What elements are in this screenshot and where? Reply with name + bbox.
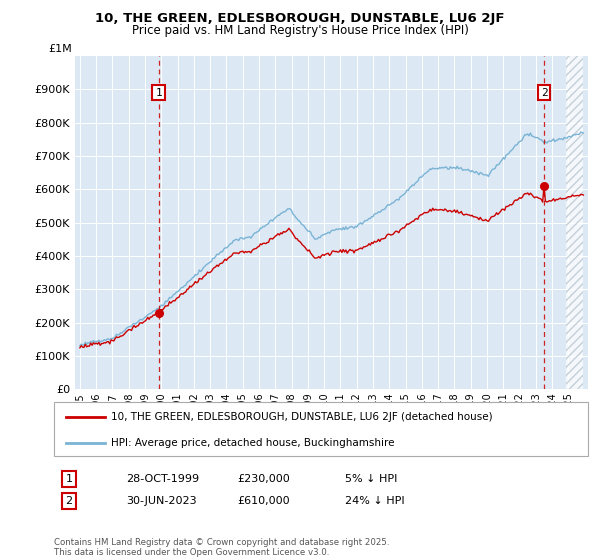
Text: HPI: Average price, detached house, Buckinghamshire: HPI: Average price, detached house, Buck…	[111, 438, 395, 447]
Text: 1: 1	[155, 88, 162, 97]
Text: 1: 1	[65, 474, 73, 484]
Text: £610,000: £610,000	[237, 496, 290, 506]
Text: 10, THE GREEN, EDLESBOROUGH, DUNSTABLE, LU6 2JF: 10, THE GREEN, EDLESBOROUGH, DUNSTABLE, …	[95, 12, 505, 25]
Text: 5% ↓ HPI: 5% ↓ HPI	[345, 474, 397, 484]
Text: Price paid vs. HM Land Registry's House Price Index (HPI): Price paid vs. HM Land Registry's House …	[131, 24, 469, 36]
Text: 2: 2	[65, 496, 73, 506]
Text: 24% ↓ HPI: 24% ↓ HPI	[345, 496, 404, 506]
Text: £230,000: £230,000	[237, 474, 290, 484]
Text: 30-JUN-2023: 30-JUN-2023	[126, 496, 197, 506]
Text: 2: 2	[541, 88, 547, 97]
Text: £1M: £1M	[49, 44, 73, 54]
Text: 10, THE GREEN, EDLESBOROUGH, DUNSTABLE, LU6 2JF (detached house): 10, THE GREEN, EDLESBOROUGH, DUNSTABLE, …	[111, 412, 493, 422]
Text: Contains HM Land Registry data © Crown copyright and database right 2025.
This d: Contains HM Land Registry data © Crown c…	[54, 538, 389, 557]
Text: 28-OCT-1999: 28-OCT-1999	[126, 474, 199, 484]
